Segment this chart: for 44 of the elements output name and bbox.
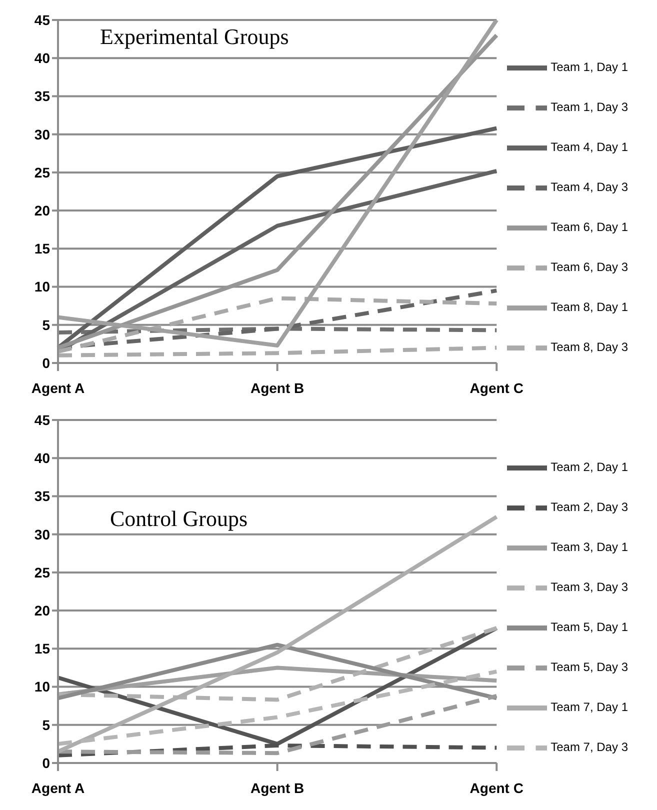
y-tick-label: 15 [34, 640, 50, 657]
legend-label: Team 1, Day 1 [550, 60, 628, 74]
legend-label: Team 1, Day 3 [550, 100, 628, 114]
y-tick-label: 40 [34, 50, 50, 66]
y-tick-label: 10 [34, 278, 50, 295]
x-tick-label: Agent C [470, 780, 524, 796]
legend-label: Team 4, Day 1 [550, 140, 628, 154]
y-tick-label: 40 [34, 450, 50, 466]
y-tick-label: 5 [42, 316, 50, 333]
y-tick-label: 15 [34, 240, 50, 257]
y-tick-label: 5 [42, 716, 50, 733]
y-tick-label: 35 [34, 488, 50, 504]
y-tick-label: 25 [34, 564, 50, 580]
legend-label: Team 8, Day 3 [550, 340, 628, 354]
legend-label: Team 3, Day 1 [550, 540, 628, 554]
y-tick-label: 0 [42, 754, 50, 771]
y-tick-label: 30 [34, 126, 50, 142]
y-tick-label: 0 [42, 354, 50, 371]
legend-label: Team 2, Day 3 [550, 500, 628, 514]
x-tick-label: Agent A [31, 380, 85, 396]
legend-label: Team 7, Day 3 [550, 740, 628, 754]
legend-label: Team 5, Day 3 [550, 660, 628, 674]
legend-label: Team 6, Day 1 [550, 220, 628, 234]
legend-label: Team 7, Day 1 [550, 700, 628, 714]
legend-label: Team 4, Day 3 [550, 180, 628, 194]
legend-label: Team 5, Day 1 [550, 620, 628, 634]
x-tick-label: Agent B [250, 380, 304, 396]
x-tick-label: Agent C [470, 380, 524, 396]
y-tick-label: 45 [34, 12, 50, 28]
legend-label: Team 8, Day 1 [550, 300, 628, 314]
y-tick-label: 35 [34, 88, 50, 104]
y-tick-label: 45 [34, 412, 50, 428]
x-tick-label: Agent A [31, 780, 85, 796]
chart-title: Experimental Groups [88, 24, 301, 50]
y-tick-label: 20 [34, 602, 50, 619]
legend-label: Team 2, Day 1 [550, 460, 628, 474]
text: Control Groups [98, 506, 260, 532]
y-tick-label: 25 [34, 164, 50, 180]
y-tick-label: 30 [34, 526, 50, 542]
legend-label: Team 6, Day 3 [550, 260, 628, 274]
x-tick-label: Agent B [250, 780, 304, 796]
y-tick-label: 10 [34, 678, 50, 695]
legend-label: Team 3, Day 3 [550, 580, 628, 594]
y-tick-label: 20 [34, 202, 50, 219]
